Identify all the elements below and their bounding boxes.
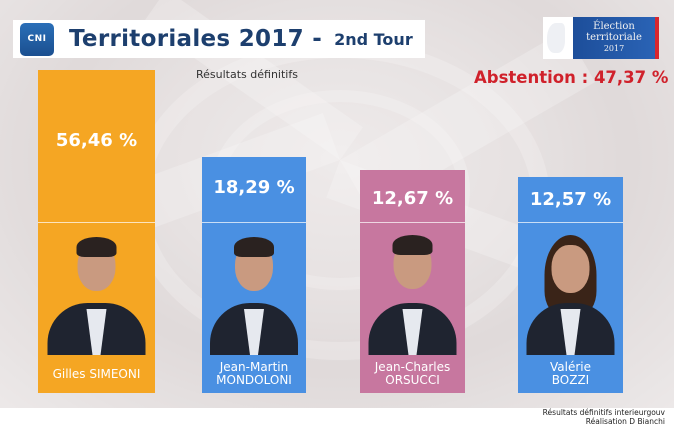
candidate-photo xyxy=(202,223,306,355)
candidate-name: Gilles SIMEONI xyxy=(52,366,141,381)
candidate-bar: 56,46 % Gilles SIMEONI xyxy=(38,70,155,393)
candidate-photo xyxy=(360,223,465,355)
page-subtitle: 2nd Tour xyxy=(334,29,413,49)
candidate-name: Jean-Martin MONDOLONI xyxy=(216,360,292,387)
candidate-percentage: 12,67 % xyxy=(371,188,454,209)
candidate-percentage: 12,57 % xyxy=(529,189,612,210)
candidate-name: Jean-Charles ORSUCCI xyxy=(374,360,451,387)
badge-line3: 2017 xyxy=(603,44,625,53)
candidate-bar: 12,67 % Jean-Charles ORSUCCI xyxy=(360,170,465,393)
abstention-rate: Abstention : 47,37 % xyxy=(474,68,669,87)
election-badge: Élection territoriale 2017 xyxy=(543,17,659,59)
badge-line2: territoriale xyxy=(586,32,642,43)
candidate-percentage: 18,29 % xyxy=(213,177,295,198)
page-title: Territoriales 2017 - xyxy=(69,26,323,52)
candidate-photo xyxy=(518,223,623,355)
credits-source: Résultats définitifs interieurgouv xyxy=(542,408,665,417)
credits: Résultats définitifs interieurgouv Réali… xyxy=(543,408,665,426)
candidate-name: Valérie BOZZI xyxy=(550,360,591,387)
marianne-icon xyxy=(543,17,573,59)
candidate-photo xyxy=(38,223,155,355)
cni-logo: CNI xyxy=(20,22,54,56)
header-banner: CNI Territoriales 2017 - 2nd Tour xyxy=(13,20,425,58)
results-label: Résultats définitifs xyxy=(196,68,298,81)
candidate-bar: 18,29 % Jean-Martin MONDOLONI xyxy=(202,157,306,393)
candidate-percentage: 56,46 % xyxy=(55,130,138,151)
badge-line1: Élection xyxy=(593,21,635,32)
candidate-bar: 12,57 % Valérie BOZZI xyxy=(518,177,623,393)
credits-author: Réalisation D Bianchi xyxy=(585,417,665,426)
